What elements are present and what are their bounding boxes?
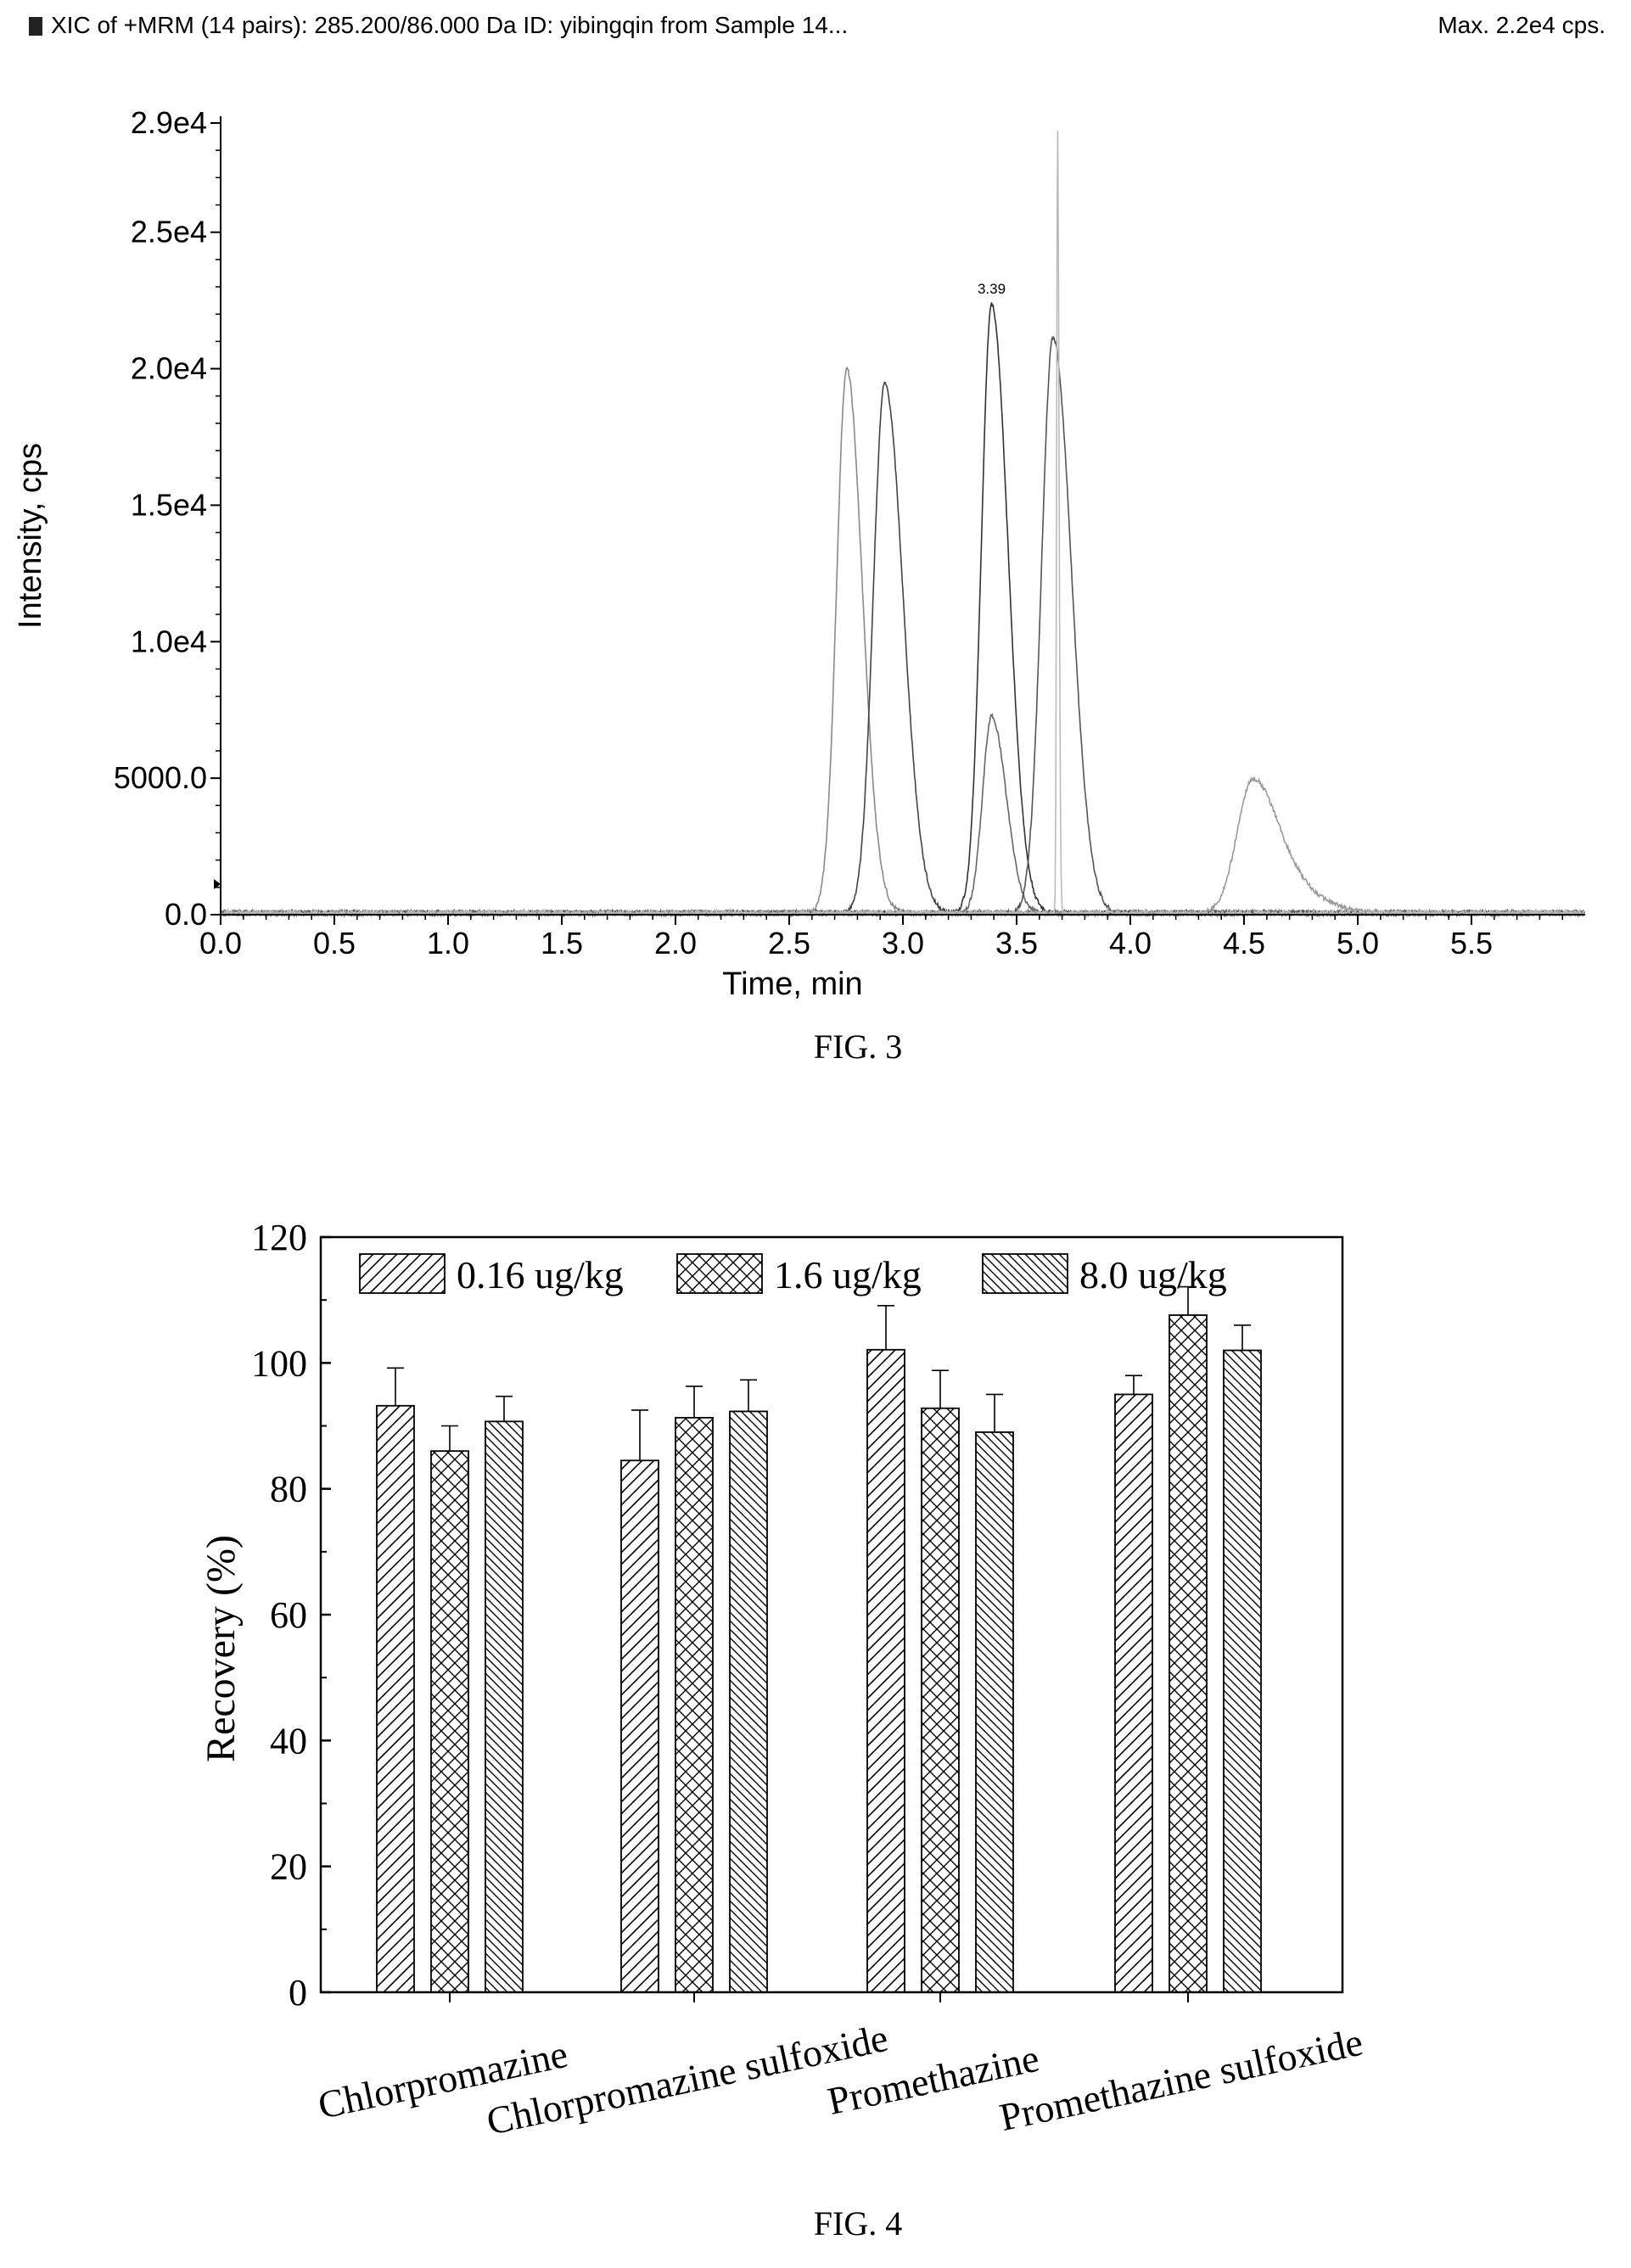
y-tick-label: 0 xyxy=(289,1972,307,2013)
y-tick-label: 80 xyxy=(270,1469,307,1510)
bar xyxy=(921,1407,960,1993)
max-intensity-label: Max. 2.2e4 cps. xyxy=(1438,12,1606,38)
chromatogram-trace xyxy=(220,302,1585,918)
y-tick-label: 0.0 xyxy=(165,897,207,932)
x-tick-label: 1.5 xyxy=(541,926,583,960)
peak-label: 3.39 xyxy=(978,281,1006,297)
y-axis-label: Intensity, cps xyxy=(13,443,48,629)
y-tick-label: 20 xyxy=(270,1846,307,1888)
legend-swatch xyxy=(359,1253,446,1294)
y-tick-label: 2.0e4 xyxy=(131,351,207,386)
legend-swatch xyxy=(982,1253,1068,1294)
bar xyxy=(485,1420,524,1993)
chromatogram-trace xyxy=(220,335,1585,918)
y-tick-label: 40 xyxy=(270,1720,307,1761)
chromatogram-header: XIC of +MRM (14 pairs): 285.200/86.000 D… xyxy=(29,12,848,39)
category-label: Promethazine sulfoxide xyxy=(995,2020,1366,2139)
x-axis-label: Time, min xyxy=(722,966,862,1002)
y-axis-marker-icon xyxy=(214,879,221,889)
legend-label: 8.0 ug/kg xyxy=(1079,1253,1227,1296)
x-tick-label: 5.5 xyxy=(1450,926,1493,960)
bar xyxy=(1223,1349,1262,1993)
x-tick-label: 4.0 xyxy=(1109,926,1152,960)
legend-label: 1.6 ug/kg xyxy=(774,1253,922,1296)
y-tick-label: 1.0e4 xyxy=(131,624,207,658)
chromatogram-trace xyxy=(220,131,1585,918)
bar xyxy=(675,1416,714,1993)
y-tick-label: 120 xyxy=(251,1217,307,1258)
x-tick-label: 3.0 xyxy=(882,926,924,960)
x-tick-label: 1.0 xyxy=(427,926,469,960)
x-tick-label: 0.5 xyxy=(313,926,356,960)
x-tick-label: 0.0 xyxy=(199,926,242,960)
plot-frame xyxy=(319,1235,1344,1994)
y-tick-label: 2.9e4 xyxy=(131,105,207,140)
y-tick-label: 1.5e4 xyxy=(131,487,207,522)
bar xyxy=(430,1450,469,1993)
chromatogram-trace xyxy=(220,381,1585,918)
y-tick-label: 60 xyxy=(270,1594,307,1636)
category-label: Chlorpromazine xyxy=(314,2032,571,2127)
x-tick-label: 2.5 xyxy=(768,926,810,960)
bar xyxy=(866,1348,905,1993)
fig3-caption: FIG. 3 xyxy=(813,1028,903,1066)
chromatogram-trace xyxy=(220,713,1585,918)
y-tick-label: 5000.0 xyxy=(114,760,207,795)
header-marker-icon xyxy=(29,17,42,36)
y-tick-label: 100 xyxy=(251,1342,307,1384)
chromatogram-trace xyxy=(220,366,1585,918)
legend-label: 0.16 ug/kg xyxy=(457,1253,624,1296)
x-tick-label: 5.0 xyxy=(1337,926,1379,960)
chromatogram-trace xyxy=(220,776,1585,918)
bar xyxy=(1114,1393,1153,1993)
x-tick-label: 2.0 xyxy=(654,926,697,960)
category-label: Chlorpromazine sulfoxide xyxy=(483,2016,892,2143)
bar xyxy=(729,1410,768,1993)
chromatogram-chart: 0.0 5000.0 1.0e4 1.5e4 2.0e4 2.5e4 2.9e4 0.0 0.5… xyxy=(13,105,1585,1002)
y-axis-label: Recovery (%) xyxy=(199,1535,244,1762)
bar xyxy=(376,1404,415,1993)
chromatogram-header-text: XIC of +MRM (14 pairs): 285.200/86.000 D… xyxy=(51,12,849,38)
x-tick-label: 4.5 xyxy=(1223,926,1265,960)
bar xyxy=(620,1459,659,1993)
x-tick-label: 3.5 xyxy=(995,926,1038,960)
bar xyxy=(975,1431,1014,1993)
bar xyxy=(1169,1314,1208,1993)
fig4-caption: FIG. 4 xyxy=(813,2204,903,2243)
legend-swatch xyxy=(676,1253,763,1294)
y-tick-label: 2.5e4 xyxy=(131,215,207,249)
category-label: Promethazine xyxy=(824,2036,1043,2123)
